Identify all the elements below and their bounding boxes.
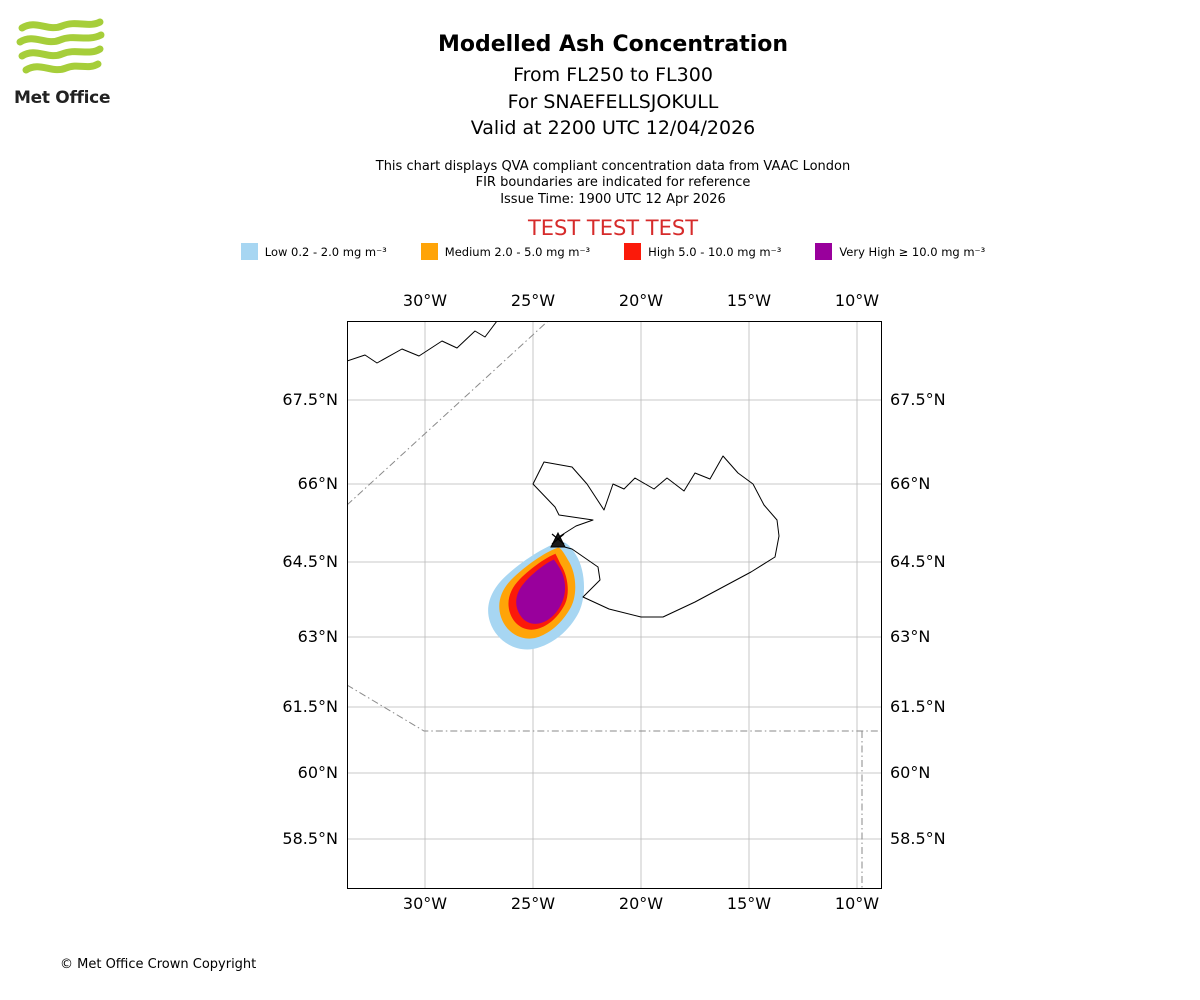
fir-note-line: FIR boundaries are indicated for referen…: [475, 175, 751, 190]
legend-item-very-high: Very High ≥ 10.0 mg m⁻³: [815, 243, 985, 260]
copyright-notice: © Met Office Crown Copyright: [60, 957, 257, 972]
ash-plume-very-high: [516, 559, 566, 624]
lat-label-left-58-5n: 58.5°N: [282, 829, 338, 848]
legend-item-high: High 5.0 - 10.0 mg m⁻³: [624, 243, 781, 260]
lat-label-left-64-5n: 64.5°N: [282, 552, 338, 571]
legend-label-very-high: Very High ≥ 10.0 mg m⁻³: [839, 244, 986, 259]
greenland-coastline: [347, 321, 498, 364]
lon-label-bottom-20w: 20°W: [618, 894, 664, 913]
map-border: [347, 321, 882, 889]
lon-label-top-30w: 30°W: [402, 291, 448, 310]
lat-label-left-66n: 66°N: [297, 474, 338, 493]
volcano-marker: [550, 531, 566, 548]
legend-swatch-very-high: [815, 243, 833, 260]
page-title: Modelled Ash Concentration: [437, 32, 789, 57]
lon-label-bottom-30w: 30°W: [402, 894, 448, 913]
lat-label-right-63n: 63°N: [890, 627, 931, 646]
ash-plume: [488, 541, 585, 650]
issue-time-line: Issue Time: 1900 UTC 12 Apr 2026: [500, 192, 726, 207]
legend-swatch-high: [624, 243, 642, 260]
lon-label-bottom-15w: 15°W: [726, 894, 772, 913]
lat-label-right-60n: 60°N: [890, 763, 931, 782]
legend-swatch-low: [240, 243, 258, 260]
volcano-cross-icon: [551, 533, 565, 545]
legend-label-high: High 5.0 - 10.0 mg m⁻³: [648, 244, 782, 259]
flight-level-line: From FL250 to FL300: [513, 64, 713, 86]
fir-boundary-south: [347, 684, 882, 732]
legend-item-medium: Medium 2.0 - 5.0 mg m⁻³: [420, 243, 591, 260]
legend: Low 0.2 - 2.0 mg m⁻³ Medium 2.0 - 5.0 mg…: [13, 243, 1200, 260]
lon-label-bottom-25w: 25°W: [510, 894, 556, 913]
lon-label-top-10w: 10°W: [834, 291, 880, 310]
lat-label-left-63n: 63°N: [297, 627, 338, 646]
legend-label-medium: Medium 2.0 - 5.0 mg m⁻³: [444, 244, 591, 259]
met-office-logo: Met Office: [14, 16, 124, 108]
lon-label-top-25w: 25°W: [510, 291, 556, 310]
lon-label-bottom-10w: 10°W: [834, 894, 880, 913]
lat-label-right-67-5n: 67.5°N: [890, 390, 946, 409]
lat-label-left-60n: 60°N: [297, 763, 338, 782]
volcano-triangle-icon: [550, 531, 566, 548]
met-office-logo-waves: [16, 18, 105, 74]
coastlines: [347, 321, 780, 618]
map-canvas: [347, 321, 882, 889]
lat-label-left-61-5n: 61.5°N: [282, 697, 338, 716]
lat-label-left-67-5n: 67.5°N: [282, 390, 338, 409]
qva-note-line: This chart displays QVA compliant concen…: [375, 159, 851, 174]
test-banner: TEST TEST TEST: [527, 216, 699, 240]
met-office-wordmark: Met Office: [14, 88, 111, 108]
grid-lines: [347, 321, 882, 889]
lat-label-right-61-5n: 61.5°N: [890, 697, 946, 716]
lat-label-right-66n: 66°N: [890, 474, 931, 493]
lon-label-top-15w: 15°W: [726, 291, 772, 310]
lon-label-top-20w: 20°W: [618, 291, 664, 310]
legend-label-low: Low 0.2 - 2.0 mg m⁻³: [264, 244, 387, 259]
volcano-line: For SNAEFELLSJOKULL: [507, 91, 719, 113]
fir-boundaries: [347, 321, 882, 889]
fir-boundary-northwest: [347, 321, 549, 506]
iceland-coastline: [532, 455, 780, 618]
legend-item-low: Low 0.2 - 2.0 mg m⁻³: [240, 243, 387, 260]
lat-label-right-64-5n: 64.5°N: [890, 552, 946, 571]
valid-time-line: Valid at 2200 UTC 12/04/2026: [470, 117, 756, 139]
lat-label-right-58-5n: 58.5°N: [890, 829, 946, 848]
legend-swatch-medium: [420, 243, 438, 260]
